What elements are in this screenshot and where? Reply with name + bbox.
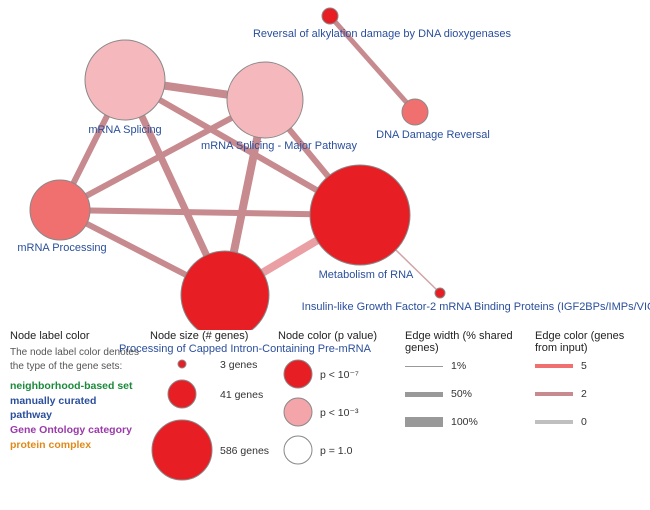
legend-edge-color-row: 0	[535, 416, 645, 428]
legend-color-label: p < 10⁻³	[320, 407, 359, 419]
legend-size-label: 41 genes	[220, 389, 263, 401]
legend-edge-width-label: 50%	[451, 388, 472, 400]
legend-label-color-item: protein complex	[10, 438, 140, 453]
node-processing_capped	[181, 251, 269, 330]
legend-edge-width-bar	[405, 366, 443, 367]
legend-label-color-item: Gene Ontology category	[10, 423, 140, 438]
legend-edge-color-row: 5	[535, 360, 645, 372]
legend-edge-color-bar	[535, 364, 573, 368]
legend-edge-color-bar	[535, 392, 573, 396]
network-svg	[0, 0, 650, 330]
legend-color-circle	[284, 436, 312, 464]
legend-node-label-color: Node label color The node label color de…	[10, 330, 140, 452]
node-mrna_processing	[30, 180, 90, 240]
legend-title: Node size (# genes)	[150, 330, 270, 342]
legend-node-color: Node color (p value) p < 10⁻⁷ p < 10⁻³ p =…	[278, 330, 398, 489]
network-graph: mRNA SplicingmRNA Splicing - Major Pathw…	[0, 0, 650, 330]
legend-size-circle	[178, 360, 186, 368]
legend-edge-width-bar	[405, 417, 443, 427]
legend-edge-width-label: 100%	[451, 416, 478, 428]
legend-edge-width: Edge width (% shared genes) 1% 50% 100%	[405, 330, 535, 444]
legend-color-label: p = 1.0	[320, 445, 353, 457]
legend-edge-color-label: 5	[581, 360, 587, 372]
legend-title: Edge width (% shared genes)	[405, 330, 535, 354]
legend-size-circle	[152, 420, 212, 480]
legend-color-label: p < 10⁻⁷	[320, 369, 359, 381]
node-mrna_splicing	[85, 40, 165, 120]
legend-edge-color-row: 2	[535, 388, 645, 400]
legend-edge-width-row: 100%	[405, 416, 535, 428]
legend-color-circle	[284, 360, 312, 388]
legend: Node label color The node label color de…	[0, 330, 650, 510]
edge	[330, 16, 415, 112]
legend-edge-color-label: 0	[581, 416, 587, 428]
legend-edge-width-label: 1%	[451, 360, 466, 372]
legend-edge-color: Edge color (genes from input) 5 2 0	[535, 330, 645, 444]
node-mrna_splicing_major	[227, 62, 303, 138]
legend-edge-width-row: 50%	[405, 388, 535, 400]
legend-title: Node label color	[10, 330, 140, 342]
legend-title: Edge color (genes from input)	[535, 330, 645, 354]
legend-label-color-item: neighborhood-based set	[10, 379, 140, 394]
legend-size-circle	[168, 380, 196, 408]
node-igf2bp	[435, 288, 445, 298]
legend-title: Node color (p value)	[278, 330, 398, 342]
legend-size-label: 3 genes	[220, 359, 257, 371]
legend-edge-width-row: 1%	[405, 360, 535, 372]
legend-desc: The node label color denotes the type of…	[10, 346, 140, 373]
legend-edge-color-label: 2	[581, 388, 587, 400]
legend-edge-width-bar	[405, 392, 443, 397]
legend-label-color-item: manually curated pathway	[10, 394, 140, 423]
node-metabolism_rna	[310, 165, 410, 265]
legend-node-size: Node size (# genes) 3 genes 41 genes 586 g…	[150, 330, 270, 499]
node-dna_damage_reversal	[402, 99, 428, 125]
legend-edge-color-bar	[535, 420, 573, 424]
legend-size-label: 586 genes	[220, 445, 269, 457]
node-reversal_alkylation	[322, 8, 338, 24]
legend-color-circle	[284, 398, 312, 426]
